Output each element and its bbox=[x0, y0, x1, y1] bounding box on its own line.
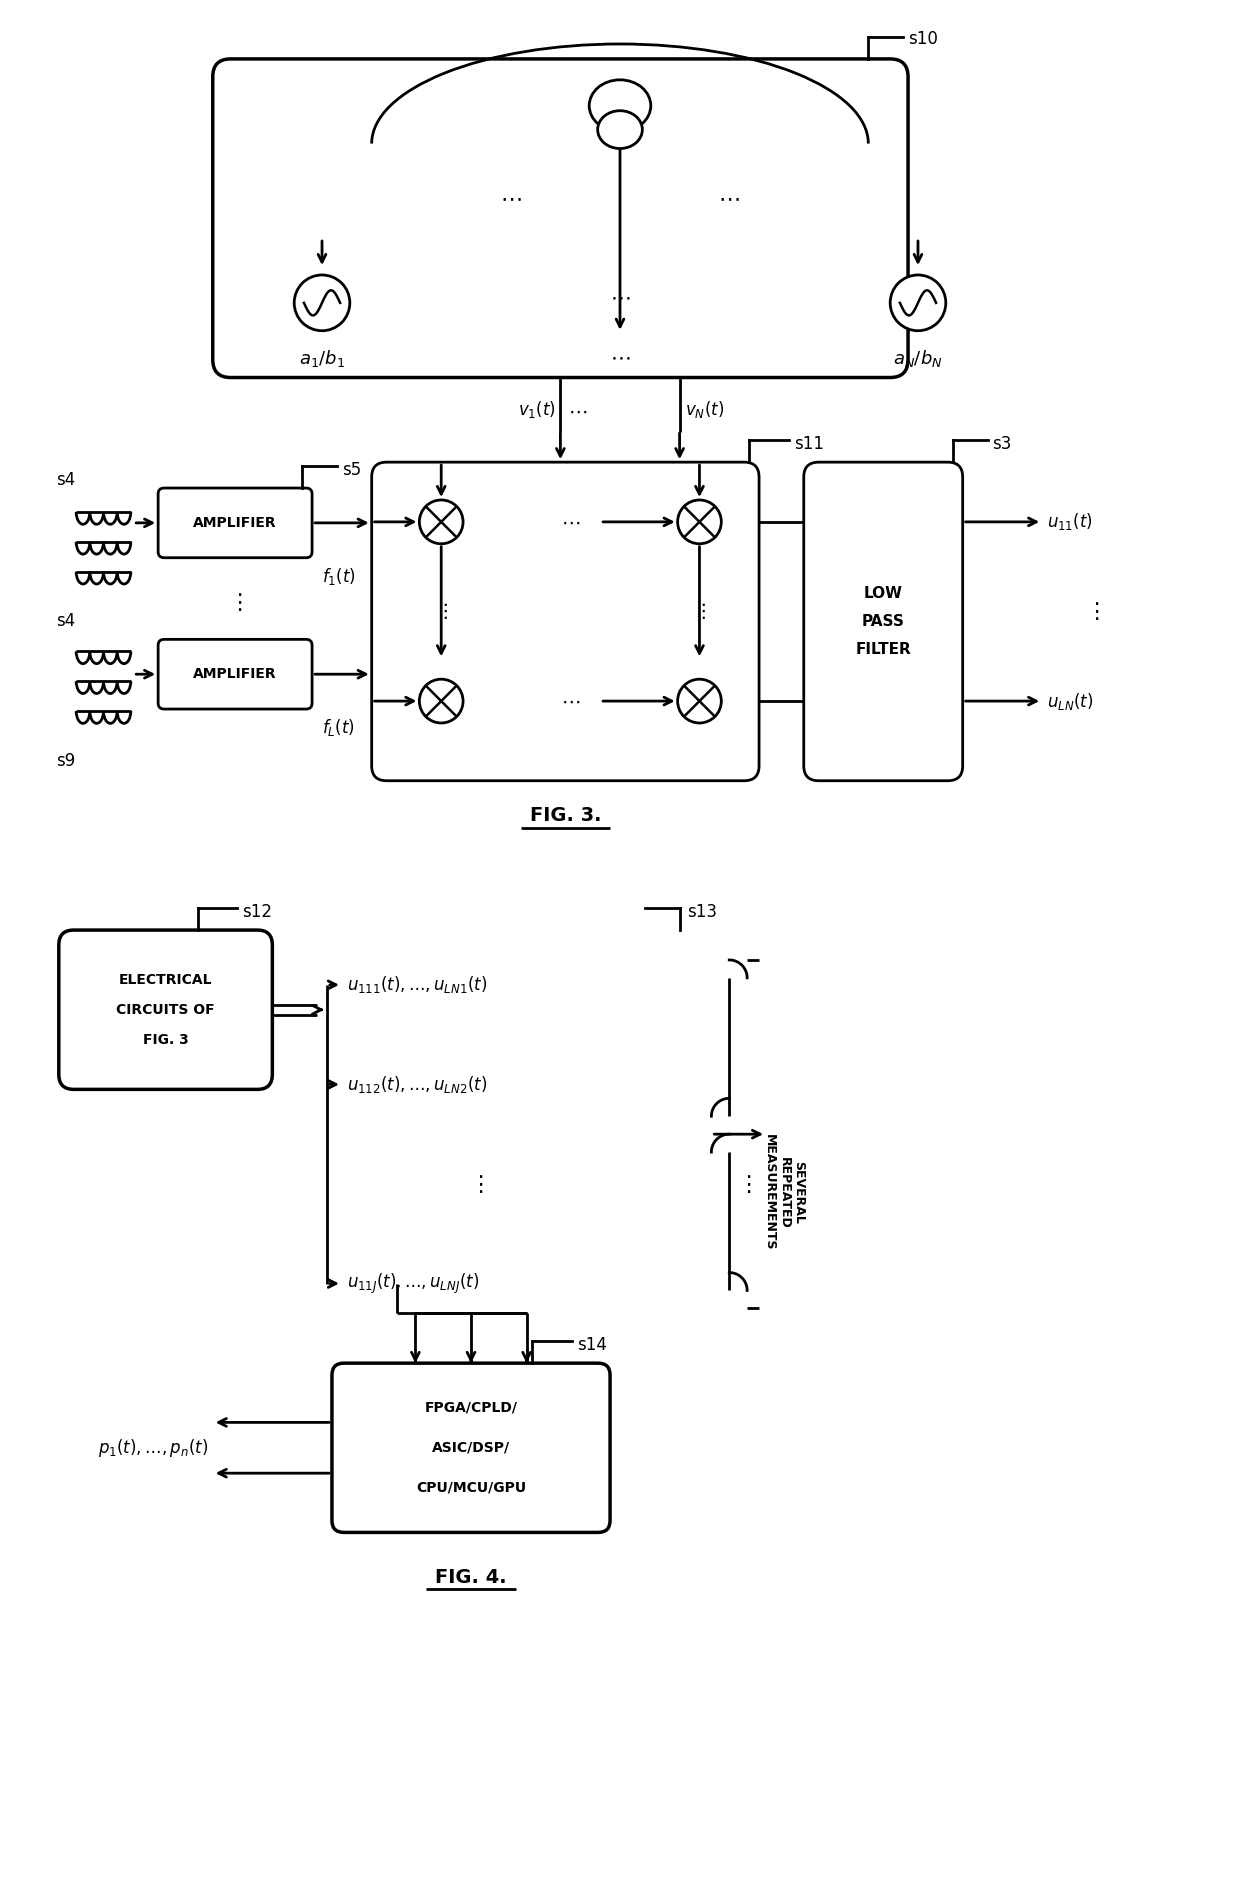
Text: $\vdots$: $\vdots$ bbox=[469, 1172, 484, 1195]
Ellipse shape bbox=[589, 80, 651, 131]
Text: $\cdots$: $\cdots$ bbox=[560, 513, 580, 532]
Text: $v_N(t)$: $v_N(t)$ bbox=[684, 400, 724, 420]
Text: $\cdots$: $\cdots$ bbox=[610, 348, 630, 367]
Text: FIG. 3.: FIG. 3. bbox=[529, 807, 601, 826]
FancyBboxPatch shape bbox=[58, 930, 273, 1089]
Text: FIG. 4.: FIG. 4. bbox=[435, 1568, 507, 1587]
FancyBboxPatch shape bbox=[159, 489, 312, 557]
Circle shape bbox=[677, 680, 722, 724]
Text: $u_{LN}(t)$: $u_{LN}(t)$ bbox=[1047, 691, 1094, 712]
Text: s5: s5 bbox=[342, 460, 361, 479]
FancyBboxPatch shape bbox=[159, 640, 312, 708]
Text: s13: s13 bbox=[687, 903, 718, 920]
Text: $\vdots$: $\vdots$ bbox=[737, 1172, 751, 1195]
Text: AMPLIFIER: AMPLIFIER bbox=[193, 667, 277, 682]
Text: s11: s11 bbox=[794, 436, 823, 453]
Text: $\vdots$: $\vdots$ bbox=[435, 602, 448, 621]
Circle shape bbox=[294, 275, 350, 331]
Text: CPU/MCU/GPU: CPU/MCU/GPU bbox=[415, 1481, 526, 1494]
Text: $u_{111}(t),\ldots,u_{LN1}(t)$: $u_{111}(t),\ldots,u_{LN1}(t)$ bbox=[347, 974, 487, 996]
Text: $f_L(t)$: $f_L(t)$ bbox=[322, 718, 355, 739]
Text: $u_{11J}(t),\ldots,u_{LNJ}(t)$: $u_{11J}(t),\ldots,u_{LNJ}(t)$ bbox=[347, 1271, 479, 1295]
Text: $\cdots$: $\cdots$ bbox=[610, 288, 630, 309]
Text: $f_1(t)$: $f_1(t)$ bbox=[322, 566, 356, 587]
FancyBboxPatch shape bbox=[804, 462, 962, 780]
Text: $\vdots$: $\vdots$ bbox=[693, 602, 706, 621]
Text: s12: s12 bbox=[242, 903, 273, 920]
Text: $\cdots$: $\cdots$ bbox=[718, 188, 740, 208]
Circle shape bbox=[419, 680, 463, 724]
Text: $u_{11}(t)$: $u_{11}(t)$ bbox=[1047, 511, 1092, 532]
Text: CIRCUITS OF: CIRCUITS OF bbox=[117, 1002, 215, 1017]
Text: $a_N/b_N$: $a_N/b_N$ bbox=[893, 348, 942, 369]
Text: s14: s14 bbox=[577, 1337, 606, 1354]
Text: s9: s9 bbox=[56, 752, 76, 769]
Text: $u_{112}(t),\ldots,u_{LN2}(t)$: $u_{112}(t),\ldots,u_{LN2}(t)$ bbox=[347, 1074, 487, 1095]
Text: $\vdots$: $\vdots$ bbox=[228, 591, 242, 612]
Text: $\vdots$: $\vdots$ bbox=[1085, 600, 1099, 623]
Text: s4: s4 bbox=[56, 612, 76, 631]
FancyBboxPatch shape bbox=[372, 462, 759, 780]
Text: s4: s4 bbox=[56, 472, 76, 489]
Text: $\cdots$: $\cdots$ bbox=[568, 402, 588, 420]
Text: $v_1(t)$: $v_1(t)$ bbox=[517, 400, 556, 420]
Text: s3: s3 bbox=[992, 436, 1012, 453]
Text: PASS: PASS bbox=[862, 614, 905, 629]
Text: $\cdots$: $\cdots$ bbox=[560, 691, 580, 710]
Circle shape bbox=[419, 500, 463, 544]
Text: ELECTRICAL: ELECTRICAL bbox=[119, 974, 212, 987]
Circle shape bbox=[890, 275, 946, 331]
Text: AMPLIFIER: AMPLIFIER bbox=[193, 515, 277, 530]
Text: FPGA/CPLD/: FPGA/CPLD/ bbox=[424, 1402, 517, 1415]
Text: LOW: LOW bbox=[864, 585, 903, 600]
Text: s10: s10 bbox=[908, 30, 937, 47]
FancyBboxPatch shape bbox=[213, 59, 908, 377]
Text: FIG. 3: FIG. 3 bbox=[143, 1032, 188, 1047]
Text: $a_1/b_1$: $a_1/b_1$ bbox=[299, 348, 345, 369]
Text: SEVERAL
REPEATED
MEASUREMENTS: SEVERAL REPEATED MEASUREMENTS bbox=[763, 1135, 806, 1250]
Circle shape bbox=[677, 500, 722, 544]
Ellipse shape bbox=[598, 110, 642, 148]
Text: ASIC/DSP/: ASIC/DSP/ bbox=[432, 1441, 510, 1455]
Text: FILTER: FILTER bbox=[856, 642, 911, 657]
Text: $\cdots$: $\cdots$ bbox=[500, 188, 522, 208]
Text: $p_1(t),\ldots,p_n(t)$: $p_1(t),\ldots,p_n(t)$ bbox=[98, 1438, 208, 1458]
FancyBboxPatch shape bbox=[332, 1364, 610, 1532]
